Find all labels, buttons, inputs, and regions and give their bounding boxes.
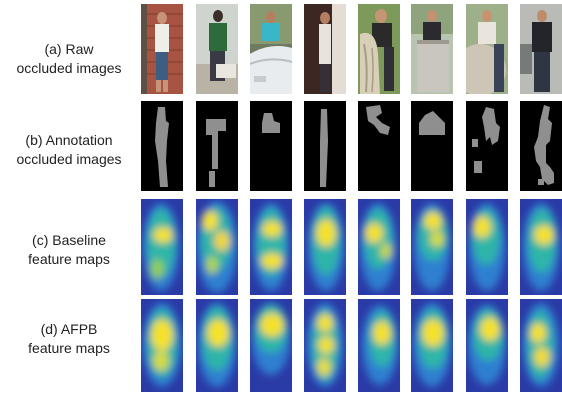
annotation-mask-2 xyxy=(196,101,238,191)
row-label-baseline-line1: (c) Baseline xyxy=(32,232,106,248)
annotation-mask-5 xyxy=(358,101,400,191)
row-label-afpb-line2: feature maps xyxy=(28,340,110,356)
baseline-feature-map-7 xyxy=(466,199,508,295)
afpb-feature-map-7 xyxy=(466,299,508,392)
annotation-mask-4 xyxy=(304,101,346,191)
baseline-feature-map-4 xyxy=(304,199,346,295)
baseline-feature-map-3 xyxy=(250,199,292,295)
raw-image-1 xyxy=(141,4,183,94)
baseline-feature-map-1 xyxy=(141,199,183,295)
raw-image-5 xyxy=(358,4,400,94)
afpb-feature-map-3 xyxy=(250,299,292,392)
afpb-feature-map-6 xyxy=(411,299,453,392)
baseline-feature-map-8 xyxy=(520,199,562,295)
annotation-mask-1 xyxy=(141,101,183,191)
row-label-baseline-line2: feature maps xyxy=(28,251,110,267)
row-label-annotation-line1: (b) Annotation xyxy=(25,132,113,148)
raw-image-7 xyxy=(466,4,508,94)
afpb-feature-map-1 xyxy=(141,299,183,392)
afpb-feature-map-8 xyxy=(520,299,562,392)
row-label-afpb-line1: (d) AFPB xyxy=(40,321,98,337)
raw-image-6 xyxy=(411,4,453,94)
annotation-mask-8 xyxy=(520,101,562,191)
raw-image-4 xyxy=(304,4,346,94)
row-label-annotation: (b) Annotation occluded images xyxy=(0,131,138,169)
baseline-feature-map-2 xyxy=(196,199,238,295)
raw-image-2 xyxy=(196,4,238,94)
baseline-feature-map-6 xyxy=(411,199,453,295)
raw-image-3 xyxy=(250,4,292,94)
annotation-mask-7 xyxy=(466,101,508,191)
row-label-raw-line1: (a) Raw xyxy=(44,41,94,57)
row-label-baseline: (c) Baseline feature maps xyxy=(0,231,138,269)
row-label-annotation-line2: occluded images xyxy=(16,151,122,167)
annotation-mask-3 xyxy=(250,101,292,191)
row-label-raw-line2: occluded images xyxy=(16,60,122,76)
afpb-feature-map-5 xyxy=(358,299,400,392)
raw-image-8 xyxy=(520,4,562,94)
annotation-mask-6 xyxy=(411,101,453,191)
row-label-raw: (a) Raw occluded images xyxy=(0,40,138,78)
afpb-feature-map-2 xyxy=(196,299,238,392)
row-label-afpb: (d) AFPB feature maps xyxy=(0,320,138,358)
baseline-feature-map-5 xyxy=(358,199,400,295)
afpb-feature-map-4 xyxy=(304,299,346,392)
